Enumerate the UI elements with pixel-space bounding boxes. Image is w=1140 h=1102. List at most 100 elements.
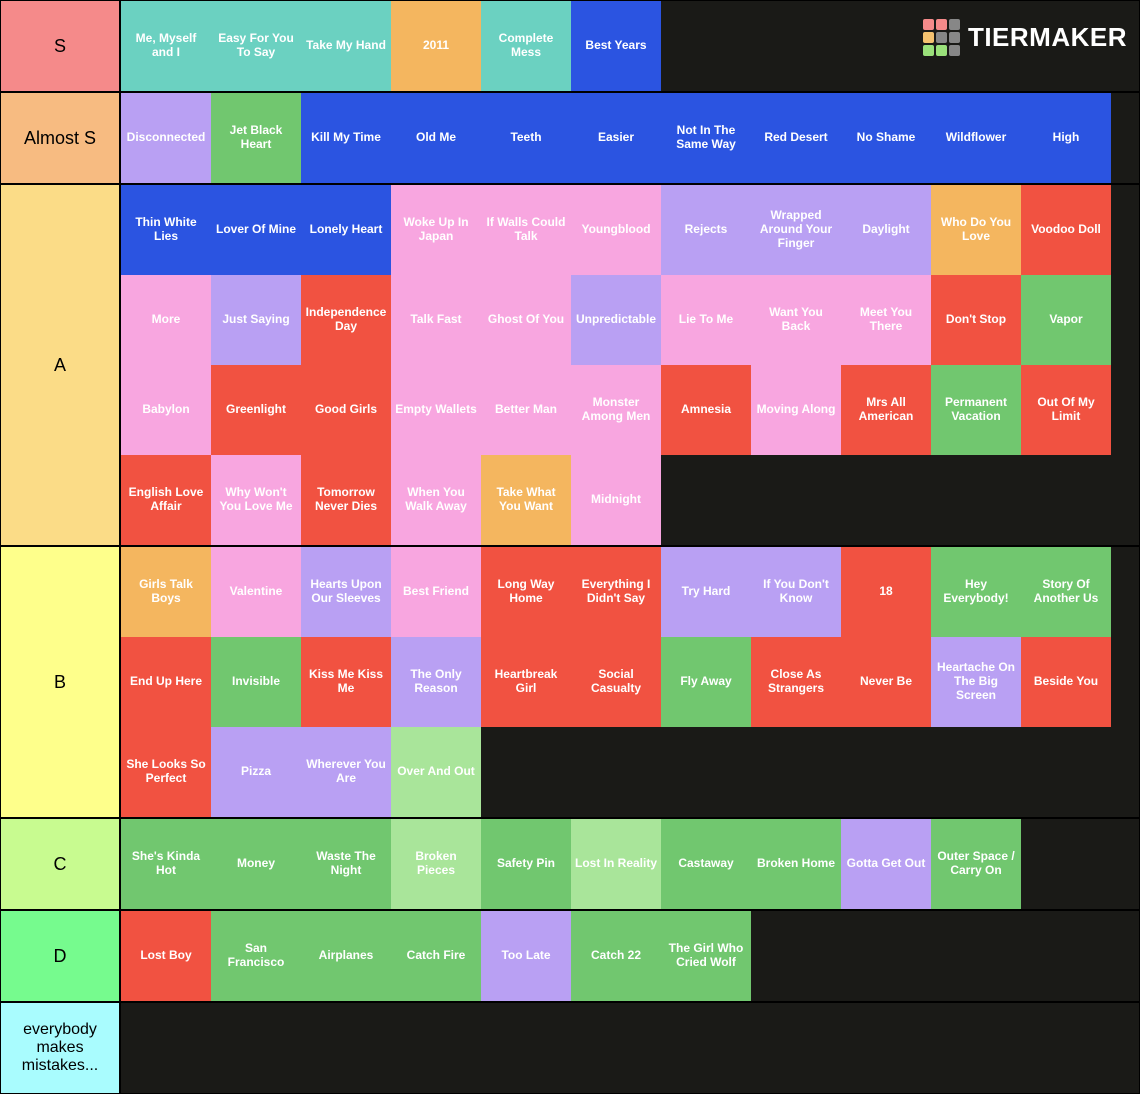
tier-item[interactable]: Tomorrow Never Dies xyxy=(301,455,391,545)
tier-item[interactable]: Complete Mess xyxy=(481,1,571,91)
tier-item[interactable]: Over And Out xyxy=(391,727,481,817)
tier-item[interactable]: Broken Pieces xyxy=(391,819,481,909)
tier-item[interactable]: Meet You There xyxy=(841,275,931,365)
tier-item[interactable]: Beside You xyxy=(1021,637,1111,727)
tier-item[interactable]: Lonely Heart xyxy=(301,185,391,275)
tier-item[interactable]: Easier xyxy=(571,93,661,183)
tier-item[interactable]: Best Years xyxy=(571,1,661,91)
tier-item[interactable]: Social Casualty xyxy=(571,637,661,727)
tier-label[interactable]: C xyxy=(1,819,121,909)
tier-item[interactable]: San Francisco xyxy=(211,911,301,1001)
tier-item[interactable]: Not In The Same Way xyxy=(661,93,751,183)
tier-item[interactable]: Gotta Get Out xyxy=(841,819,931,909)
tier-item[interactable]: Lie To Me xyxy=(661,275,751,365)
tier-item[interactable]: Kill My Time xyxy=(301,93,391,183)
tier-item[interactable]: Pizza xyxy=(211,727,301,817)
tier-item[interactable]: Kiss Me Kiss Me xyxy=(301,637,391,727)
tier-item[interactable]: Lover Of Mine xyxy=(211,185,301,275)
tier-item[interactable]: Unpredictable xyxy=(571,275,661,365)
tier-item[interactable]: Best Friend xyxy=(391,547,481,637)
tier-item[interactable]: Broken Home xyxy=(751,819,841,909)
tier-item[interactable]: Vapor xyxy=(1021,275,1111,365)
tier-item[interactable]: End Up Here xyxy=(121,637,211,727)
tier-item[interactable]: Voodoo Doll xyxy=(1021,185,1111,275)
tier-item[interactable]: Money xyxy=(211,819,301,909)
tier-item[interactable]: Just Saying xyxy=(211,275,301,365)
tier-item[interactable]: Girls Talk Boys xyxy=(121,547,211,637)
tier-item[interactable]: Never Be xyxy=(841,637,931,727)
tier-item[interactable]: Amnesia xyxy=(661,365,751,455)
tier-item[interactable]: Don't Stop xyxy=(931,275,1021,365)
tier-item[interactable]: Heartache On The Big Screen xyxy=(931,637,1021,727)
tier-item[interactable]: When You Walk Away xyxy=(391,455,481,545)
tier-item[interactable]: Catch Fire xyxy=(391,911,481,1001)
tier-item[interactable]: Mrs All American xyxy=(841,365,931,455)
tier-item[interactable]: Easy For You To Say xyxy=(211,1,301,91)
tier-item[interactable]: Rejects xyxy=(661,185,751,275)
tier-item[interactable]: Daylight xyxy=(841,185,931,275)
tier-item[interactable]: Babylon xyxy=(121,365,211,455)
tier-item[interactable]: Heartbreak Girl xyxy=(481,637,571,727)
tier-item[interactable]: Me, Myself and I xyxy=(121,1,211,91)
tier-item[interactable]: Wildflower xyxy=(931,93,1021,183)
tier-item[interactable]: Teeth xyxy=(481,93,571,183)
tier-item[interactable]: Wherever You Are xyxy=(301,727,391,817)
tier-item[interactable]: Out Of My Limit xyxy=(1021,365,1111,455)
tier-item[interactable]: Hey Everybody! xyxy=(931,547,1021,637)
tier-item[interactable]: Why Won't You Love Me xyxy=(211,455,301,545)
tier-item[interactable]: Want You Back xyxy=(751,275,841,365)
tier-item[interactable]: Greenlight xyxy=(211,365,301,455)
tier-item[interactable]: Talk Fast xyxy=(391,275,481,365)
tier-item[interactable]: Ghost Of You xyxy=(481,275,571,365)
tier-item[interactable]: Disconnected xyxy=(121,93,211,183)
tier-item[interactable]: Long Way Home xyxy=(481,547,571,637)
tier-item[interactable]: No Shame xyxy=(841,93,931,183)
tier-item[interactable]: Valentine xyxy=(211,547,301,637)
tier-item[interactable]: Fly Away xyxy=(661,637,751,727)
tier-item[interactable]: Independence Day xyxy=(301,275,391,365)
tier-label[interactable]: Almost S xyxy=(1,93,121,183)
tier-item[interactable]: Outer Space / Carry On xyxy=(931,819,1021,909)
tier-item[interactable]: Wrapped Around Your Finger xyxy=(751,185,841,275)
tier-item[interactable]: Woke Up In Japan xyxy=(391,185,481,275)
tier-item[interactable]: Safety Pin xyxy=(481,819,571,909)
tier-item[interactable]: Take What You Want xyxy=(481,455,571,545)
tier-item[interactable]: Old Me xyxy=(391,93,481,183)
tier-item[interactable]: Thin White Lies xyxy=(121,185,211,275)
tier-item[interactable]: Lost Boy xyxy=(121,911,211,1001)
tier-item[interactable]: Who Do You Love xyxy=(931,185,1021,275)
tier-item[interactable]: Too Late xyxy=(481,911,571,1001)
tier-item[interactable]: Take My Hand xyxy=(301,1,391,91)
tier-item[interactable]: If You Don't Know xyxy=(751,547,841,637)
tier-item[interactable]: Monster Among Men xyxy=(571,365,661,455)
tier-item[interactable]: Everything I Didn't Say xyxy=(571,547,661,637)
tier-item[interactable]: Catch 22 xyxy=(571,911,661,1001)
tier-item[interactable]: English Love Affair xyxy=(121,455,211,545)
tier-item[interactable]: 18 xyxy=(841,547,931,637)
tier-item[interactable]: Castaway xyxy=(661,819,751,909)
tier-item[interactable]: She's Kinda Hot xyxy=(121,819,211,909)
tier-item[interactable]: Close As Strangers xyxy=(751,637,841,727)
tier-label[interactable]: B xyxy=(1,547,121,817)
tier-item[interactable]: Good Girls xyxy=(301,365,391,455)
tier-item[interactable]: High xyxy=(1021,93,1111,183)
tier-item[interactable]: The Only Reason xyxy=(391,637,481,727)
tier-item[interactable]: Better Man xyxy=(481,365,571,455)
tier-label[interactable]: everybody makes mistakes... xyxy=(1,1003,121,1093)
tier-item[interactable]: Waste The Night xyxy=(301,819,391,909)
tier-item[interactable]: Permanent Vacation xyxy=(931,365,1021,455)
tier-item[interactable]: More xyxy=(121,275,211,365)
tier-item[interactable]: She Looks So Perfect xyxy=(121,727,211,817)
tier-label[interactable]: D xyxy=(1,911,121,1001)
tier-item[interactable]: The Girl Who Cried Wolf xyxy=(661,911,751,1001)
tier-item[interactable]: Try Hard xyxy=(661,547,751,637)
tier-label[interactable]: A xyxy=(1,185,121,545)
tier-item[interactable]: Lost In Reality xyxy=(571,819,661,909)
tier-item[interactable]: 2011 xyxy=(391,1,481,91)
tier-item[interactable]: If Walls Could Talk xyxy=(481,185,571,275)
tier-label[interactable]: S xyxy=(1,1,121,91)
tier-item[interactable]: Moving Along xyxy=(751,365,841,455)
tier-item[interactable]: Story Of Another Us xyxy=(1021,547,1111,637)
tier-item[interactable]: Midnight xyxy=(571,455,661,545)
tier-item[interactable]: Youngblood xyxy=(571,185,661,275)
